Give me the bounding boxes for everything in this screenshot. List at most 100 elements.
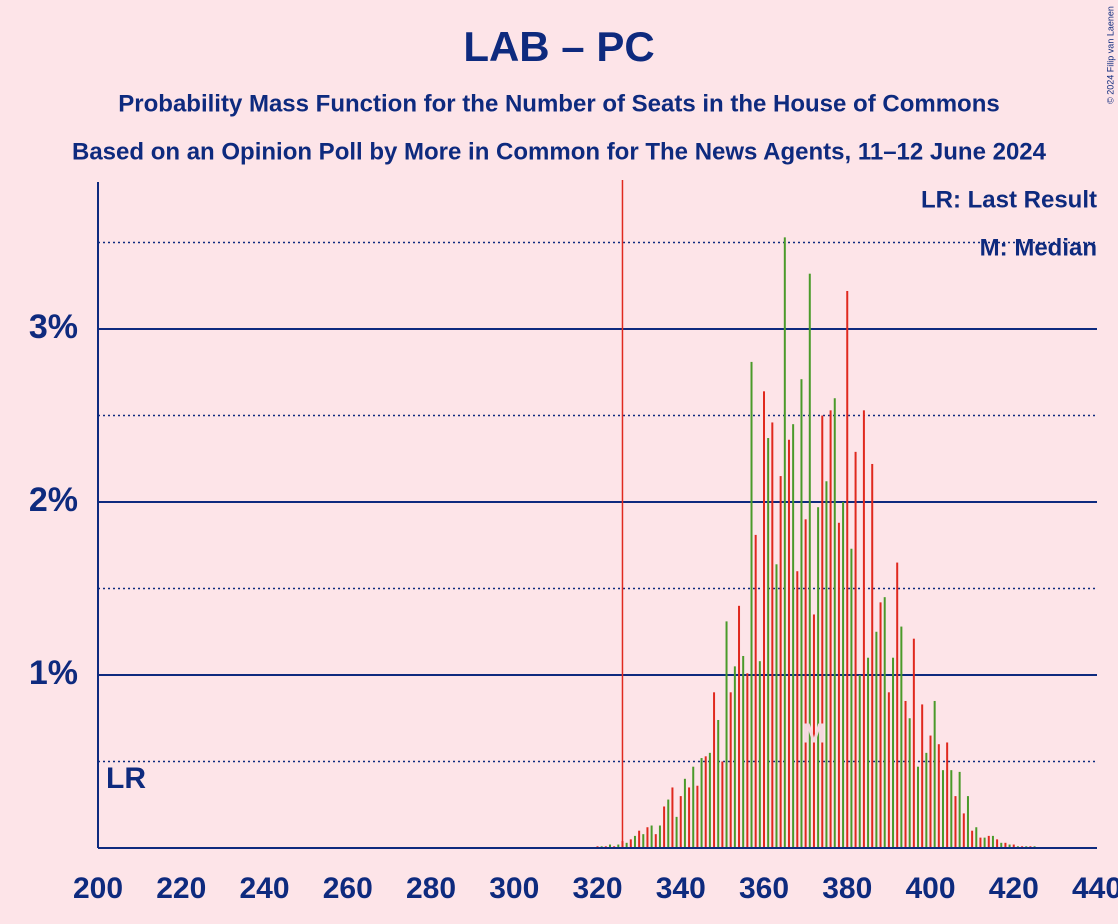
bar (721, 761, 724, 848)
x-tick-label: 440 (1072, 872, 1118, 905)
bar (617, 844, 620, 848)
bar (925, 752, 928, 848)
bar (875, 631, 878, 848)
bar (833, 398, 836, 848)
bar (966, 796, 969, 848)
x-tick-label: 240 (239, 872, 289, 905)
x-tick-label: 360 (739, 872, 789, 905)
x-tick-label: 320 (572, 872, 622, 905)
bar (679, 796, 682, 848)
bar (629, 839, 632, 848)
bar (979, 837, 982, 848)
bar (763, 391, 765, 848)
bar (658, 825, 661, 848)
bar (933, 700, 936, 848)
bar (671, 787, 674, 848)
bar (638, 830, 641, 848)
chart-subtitle: Probability Mass Function for the Number… (118, 90, 999, 117)
bar (804, 519, 807, 848)
bar (812, 614, 815, 848)
bar (896, 562, 899, 848)
bar (991, 835, 994, 848)
bar (675, 816, 678, 848)
bar (642, 834, 645, 848)
bar (713, 692, 716, 848)
bar (733, 666, 736, 848)
bar (892, 657, 895, 848)
bar (917, 766, 920, 848)
x-tick-label: 340 (656, 872, 706, 905)
x-tick-label: 300 (489, 872, 539, 905)
bar (625, 842, 628, 848)
bar (800, 379, 803, 848)
bar (767, 438, 770, 848)
bar (996, 839, 999, 848)
bar (704, 756, 707, 848)
bar (871, 463, 874, 848)
bar (854, 451, 857, 848)
bar (692, 766, 695, 848)
bar (825, 481, 828, 848)
bar (742, 655, 745, 848)
bar (792, 424, 795, 848)
bar (837, 522, 840, 848)
bar (808, 273, 811, 848)
bar (987, 835, 990, 848)
copyright: © 2024 Filip van Laenen (1105, 6, 1115, 104)
bar (667, 799, 670, 848)
bar (958, 771, 961, 848)
bar (883, 597, 886, 848)
x-tick-label: 200 (73, 872, 123, 905)
bar (908, 718, 911, 848)
bar (941, 770, 944, 848)
x-tick-label: 260 (323, 872, 373, 905)
bar (929, 735, 932, 848)
y-tick-label: 3% (29, 308, 78, 346)
bar (717, 719, 720, 848)
chart-subtitle: Based on an Opinion Poll by More in Comm… (72, 138, 1047, 165)
bar (608, 844, 611, 848)
bar (700, 758, 703, 848)
bar (696, 785, 699, 848)
y-tick-label: 2% (29, 481, 78, 519)
bar (775, 564, 778, 848)
bar (821, 415, 824, 848)
bar (867, 657, 870, 848)
bar (846, 290, 849, 848)
y-tick-label: 1% (29, 654, 78, 692)
bar (779, 476, 782, 848)
x-tick-label: 420 (989, 872, 1039, 905)
bar (971, 830, 974, 848)
bar (879, 602, 882, 848)
bar (650, 825, 653, 848)
bar (850, 548, 853, 848)
bar (829, 410, 832, 848)
bar (708, 752, 711, 848)
bar (912, 638, 915, 848)
bar (771, 422, 774, 848)
bar (725, 621, 728, 848)
bar (950, 770, 953, 848)
bar (633, 835, 636, 848)
x-tick-label: 280 (406, 872, 456, 905)
bar (900, 626, 903, 848)
last-result-label: LR (106, 762, 146, 795)
bar (758, 661, 761, 848)
bar (746, 673, 749, 848)
legend-entry: LR: Last Result (921, 186, 1097, 213)
bar (946, 742, 949, 848)
bar (975, 827, 978, 848)
bar (688, 787, 691, 848)
bar (754, 534, 757, 848)
bar (796, 571, 799, 848)
bar (787, 439, 790, 848)
bar (1004, 842, 1007, 848)
chart-title: LAB – PC (463, 23, 654, 70)
legend-entry: M: Median (980, 234, 1097, 261)
bar (904, 700, 907, 848)
bar (750, 361, 753, 848)
bar (983, 837, 986, 848)
bar (921, 704, 924, 848)
